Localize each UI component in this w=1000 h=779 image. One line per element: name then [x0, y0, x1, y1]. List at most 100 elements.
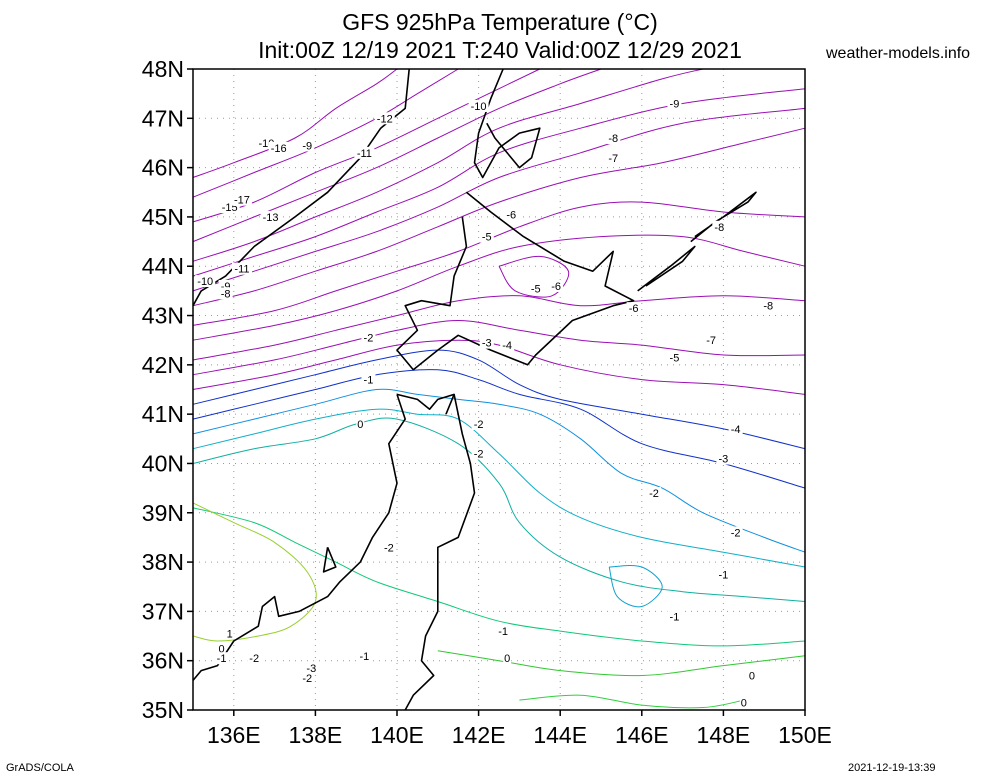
isotherm-line: [192, 127, 806, 307]
contour-label: -2: [474, 449, 484, 461]
contour-label-bg: [728, 526, 743, 539]
lat-tick-label: 44N: [142, 253, 184, 279]
contour-label: -1: [498, 626, 508, 638]
coastline: [396, 191, 635, 371]
contour-label-bg: [479, 230, 494, 243]
map-frame: [192, 68, 806, 711]
contour-label: -1: [217, 653, 227, 665]
contour-label-bg: [300, 139, 315, 152]
contour-labels: -9-10-12-8-7-11-10-16 -9-15-17-13 -6-8-5-1…: [195, 97, 776, 710]
contour-label: 0: [741, 698, 747, 710]
contour-label-bg: [217, 642, 226, 655]
contour-label: -2: [649, 488, 659, 500]
lon-tick-label: 148E: [697, 722, 751, 748]
contour-label-bg: [503, 652, 512, 665]
contour-label-bg: [231, 262, 252, 275]
contour-label: -7: [706, 335, 716, 347]
contour-label: -1: [670, 611, 680, 623]
lat-tick-label: 41N: [142, 401, 184, 427]
contour-label-bg: [361, 373, 376, 386]
lon-tick-label: 136E: [207, 722, 261, 748]
lat-tick-label: 43N: [142, 303, 184, 329]
contour-label: -17: [234, 195, 250, 207]
contour-label: -3: [719, 454, 729, 466]
coastline: [690, 191, 757, 243]
isotherm-line: [192, 388, 806, 553]
contour-label-bg: [214, 652, 229, 665]
isotherm-line: [192, 319, 806, 376]
contour-label: -7: [608, 153, 618, 165]
contour-label: 0: [357, 419, 363, 431]
isotherm-line: [192, 417, 806, 602]
contour-label-bg: [496, 625, 511, 638]
contour-label: -9: [302, 140, 312, 152]
isotherm-line: [192, 68, 459, 198]
contour-label: -9: [670, 99, 680, 111]
contour-label: -8: [608, 133, 618, 145]
contour-label-bg: [667, 351, 682, 364]
lon-tick-label: 140E: [370, 722, 424, 748]
lat-tick-label: 48N: [142, 56, 184, 82]
contour-label: -5: [531, 283, 541, 295]
contour-label-bg: [357, 649, 372, 662]
contour-label: -5: [482, 232, 492, 244]
contour-label: -2: [731, 527, 741, 539]
contour-label-bg: [704, 334, 719, 347]
lat-tick-label: 46N: [142, 155, 184, 181]
contour-label: -11: [234, 264, 249, 276]
footer-timestamp: 2021-12-19-13:39: [848, 762, 936, 774]
contour-label: -8: [221, 288, 231, 300]
contour-label: -2: [249, 653, 259, 665]
contour-label-bg: [354, 146, 375, 159]
gridlines: [193, 69, 805, 710]
contour-label: -10: [471, 101, 487, 113]
contour-label: -3: [306, 663, 316, 675]
lat-tick-label: 39N: [142, 500, 184, 526]
coastline: [404, 394, 476, 711]
contour-label-bg: [268, 141, 289, 154]
contour-label-bg: [468, 99, 489, 112]
contour-label: -12: [377, 113, 393, 125]
lat-tick-label: 47N: [142, 105, 184, 131]
isotherm-line: [192, 68, 602, 243]
isotherm-line: [192, 201, 806, 326]
contour-label: -8: [714, 222, 724, 234]
map-title-line1: GFS 925hPa Temperature (°C): [342, 9, 658, 35]
contour-label-bg: [381, 541, 396, 554]
isotherm-line: [519, 694, 744, 709]
contour-label-bg: [479, 336, 494, 349]
map-title-line2: Init:00Z 12/19 2021 T:240 Valid:00Z 12/2…: [258, 37, 742, 63]
coastline: [473, 68, 541, 179]
contour-label: -6: [551, 281, 561, 293]
contour-label: -1: [719, 569, 729, 581]
site-credit: weather-models.info: [826, 45, 971, 62]
isotherm-line: [192, 408, 806, 568]
contour-label-bg: [471, 418, 486, 431]
lat-tick-label: 35N: [142, 697, 184, 723]
contour-label: -2: [364, 333, 374, 345]
contour-label: 0: [218, 643, 224, 655]
lat-tick-label: 36N: [142, 648, 184, 674]
coastline: [396, 393, 455, 415]
contour-label: -10: [197, 276, 213, 288]
isotherm-line: [192, 107, 806, 292]
coastline: [192, 68, 410, 307]
contour-label-bg: [195, 275, 216, 288]
contour-label-bg: [716, 452, 731, 465]
contour-label: 0: [749, 670, 755, 682]
isotherm-line: [192, 88, 806, 277]
coastline: [322, 546, 337, 573]
coastline: [192, 394, 406, 681]
contour-label: 1: [227, 629, 233, 641]
contour-label-bg: [225, 627, 234, 640]
lat-tick-label: 42N: [142, 352, 184, 378]
contour-label: -2: [302, 673, 312, 685]
contour-label-bg: [471, 447, 486, 460]
contour-label-bg: [218, 287, 233, 300]
contour-label-bg: [528, 282, 543, 295]
contour-label-bg: [667, 97, 682, 110]
contour-label: 0: [504, 653, 510, 665]
contour-label-bg: [739, 696, 748, 709]
contour-label-bg: [361, 331, 376, 344]
